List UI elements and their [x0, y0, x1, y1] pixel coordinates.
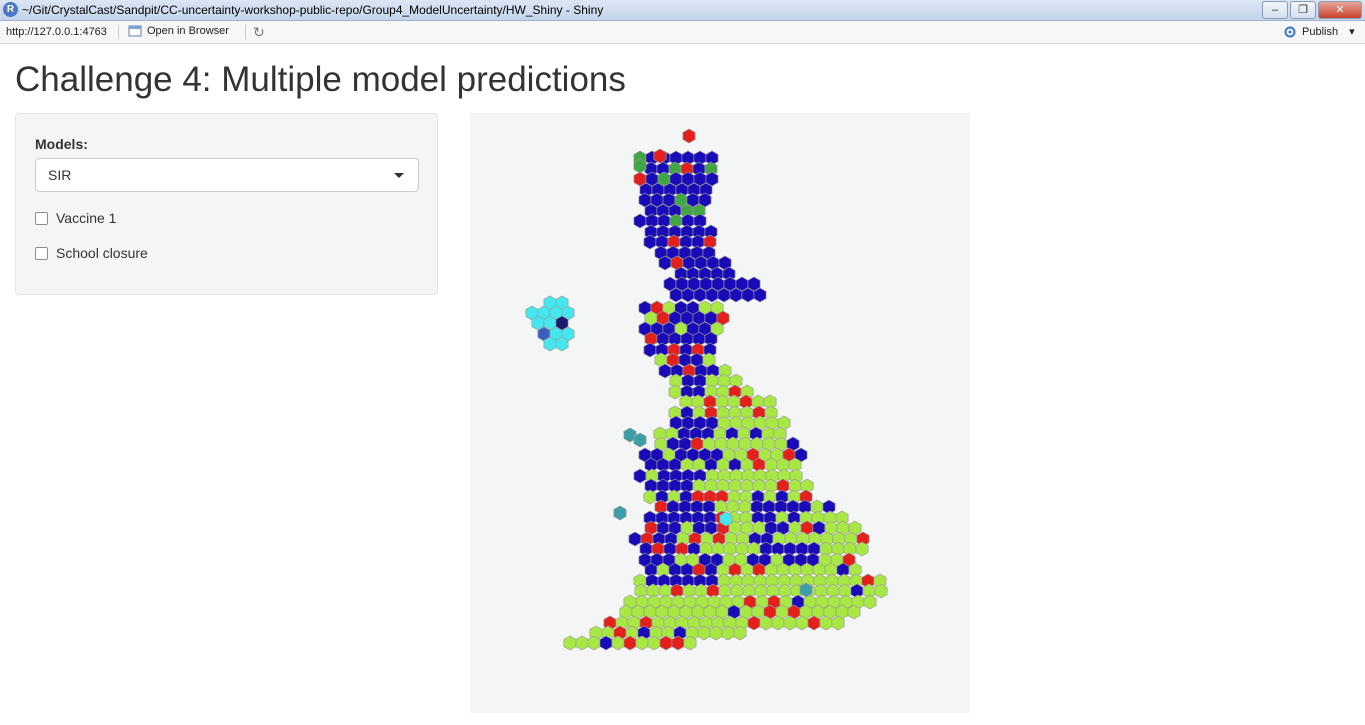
hex-cell	[633, 468, 647, 484]
hex-cell	[633, 432, 647, 448]
open-in-browser-button[interactable]: Open in Browser	[128, 25, 229, 37]
window-titlebar: R ~/Git/CrystalCast/Sandpit/CC-uncertain…	[0, 0, 1365, 21]
hex-cell	[771, 615, 785, 631]
sidebar-panel: Models: SIR Vaccine 1 School closure	[15, 113, 438, 295]
hex-cell	[855, 541, 869, 557]
url-display: http://127.0.0.1:4763	[6, 26, 107, 38]
hex-cell	[668, 384, 682, 400]
hex-cell	[643, 234, 657, 250]
models-select[interactable]: SIR	[35, 158, 419, 192]
hex-cell	[733, 625, 747, 641]
hex-cell	[643, 342, 657, 358]
hex-cell	[647, 635, 661, 651]
hex-cell	[543, 336, 557, 352]
hex-cell	[643, 489, 657, 505]
hex-cell	[693, 287, 707, 303]
vaccine-checkbox-label: Vaccine 1	[56, 210, 117, 226]
minimize-button[interactable]: –	[1262, 1, 1288, 19]
hex-cell	[658, 363, 672, 379]
publish-button[interactable]: Publish ▾	[1283, 25, 1355, 38]
hex-cell	[747, 276, 761, 292]
hex-cell	[587, 635, 601, 651]
hex-cell	[716, 310, 730, 326]
hex-cell	[717, 287, 731, 303]
hex-cell	[681, 287, 695, 303]
hex-map-plot	[470, 113, 970, 713]
window-title: ~/Git/CrystalCast/Sandpit/CC-uncertainty…	[22, 3, 604, 17]
hex-cell	[697, 625, 711, 641]
hex-cell	[747, 615, 761, 631]
models-selected-value: SIR	[48, 167, 72, 183]
school-closure-checkbox-row[interactable]: School closure	[35, 245, 148, 261]
hex-cell	[623, 427, 637, 443]
school-closure-checkbox[interactable]	[35, 246, 48, 260]
hex-cell	[682, 128, 696, 144]
vaccine-checkbox-row[interactable]: Vaccine 1	[35, 210, 116, 226]
hex-cell	[863, 594, 877, 610]
hex-cell	[807, 615, 821, 631]
hex-cell	[795, 615, 809, 631]
hex-cell	[721, 625, 735, 641]
models-label: Models:	[35, 136, 88, 152]
hex-cell	[753, 287, 767, 303]
hex-cell	[563, 635, 577, 651]
chevron-down-icon	[394, 173, 404, 178]
hex-cell	[683, 635, 697, 651]
hex-cell	[623, 635, 637, 651]
hex-cell	[799, 582, 813, 598]
hex-cell	[659, 635, 673, 651]
hex-cell	[658, 255, 672, 271]
hex-cell	[611, 635, 625, 651]
maximize-button[interactable]: ❐	[1290, 1, 1316, 19]
hex-cell	[783, 615, 797, 631]
hex-cell	[847, 604, 861, 620]
hex-cell	[705, 171, 719, 187]
hex-cell	[653, 148, 667, 164]
browser-window-icon	[128, 25, 142, 37]
page-title: Challenge 4: Multiple model predictions	[15, 60, 626, 99]
hex-cell	[719, 511, 733, 527]
school-closure-checkbox-label: School closure	[56, 245, 148, 261]
toolbar-divider	[118, 25, 119, 39]
vaccine-checkbox[interactable]	[35, 211, 48, 225]
hex-cell	[555, 315, 569, 331]
hex-cell	[819, 615, 833, 631]
hex-cell	[669, 287, 683, 303]
chevron-down-icon: ▾	[1349, 26, 1355, 38]
hex-cell	[831, 615, 845, 631]
hex-cell	[741, 287, 755, 303]
close-button[interactable]: ✕	[1318, 1, 1362, 19]
hex-cell	[628, 531, 642, 547]
hex-cell	[613, 505, 627, 521]
hex-cell	[633, 213, 647, 229]
hex-cell	[874, 583, 888, 599]
hex-map-svg	[525, 128, 888, 651]
hex-cell	[555, 336, 569, 352]
publish-label: Publish	[1302, 25, 1339, 38]
hex-cell	[698, 192, 712, 208]
r-app-icon: R	[3, 2, 18, 17]
hex-cell	[709, 625, 723, 641]
hex-cell	[575, 635, 589, 651]
refresh-icon[interactable]: ↻	[253, 24, 265, 40]
hex-cell	[759, 615, 773, 631]
viewer-toolbar: http://127.0.0.1:4763 Open in Browser ↻ …	[0, 21, 1365, 44]
open-in-browser-label: Open in Browser	[147, 25, 229, 37]
toolbar-divider	[245, 25, 246, 39]
hex-cell	[599, 635, 613, 651]
hex-cell	[635, 635, 649, 651]
publish-icon	[1284, 26, 1296, 37]
hex-cell	[729, 287, 743, 303]
hex-cell	[671, 635, 685, 651]
hex-cell	[705, 287, 719, 303]
hex-cell	[633, 158, 647, 174]
